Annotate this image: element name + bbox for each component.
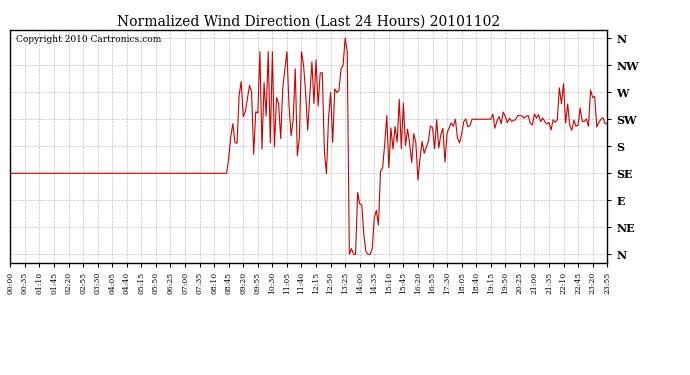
Text: Copyright 2010 Cartronics.com: Copyright 2010 Cartronics.com — [17, 34, 161, 44]
Title: Normalized Wind Direction (Last 24 Hours) 20101102: Normalized Wind Direction (Last 24 Hours… — [117, 15, 500, 29]
